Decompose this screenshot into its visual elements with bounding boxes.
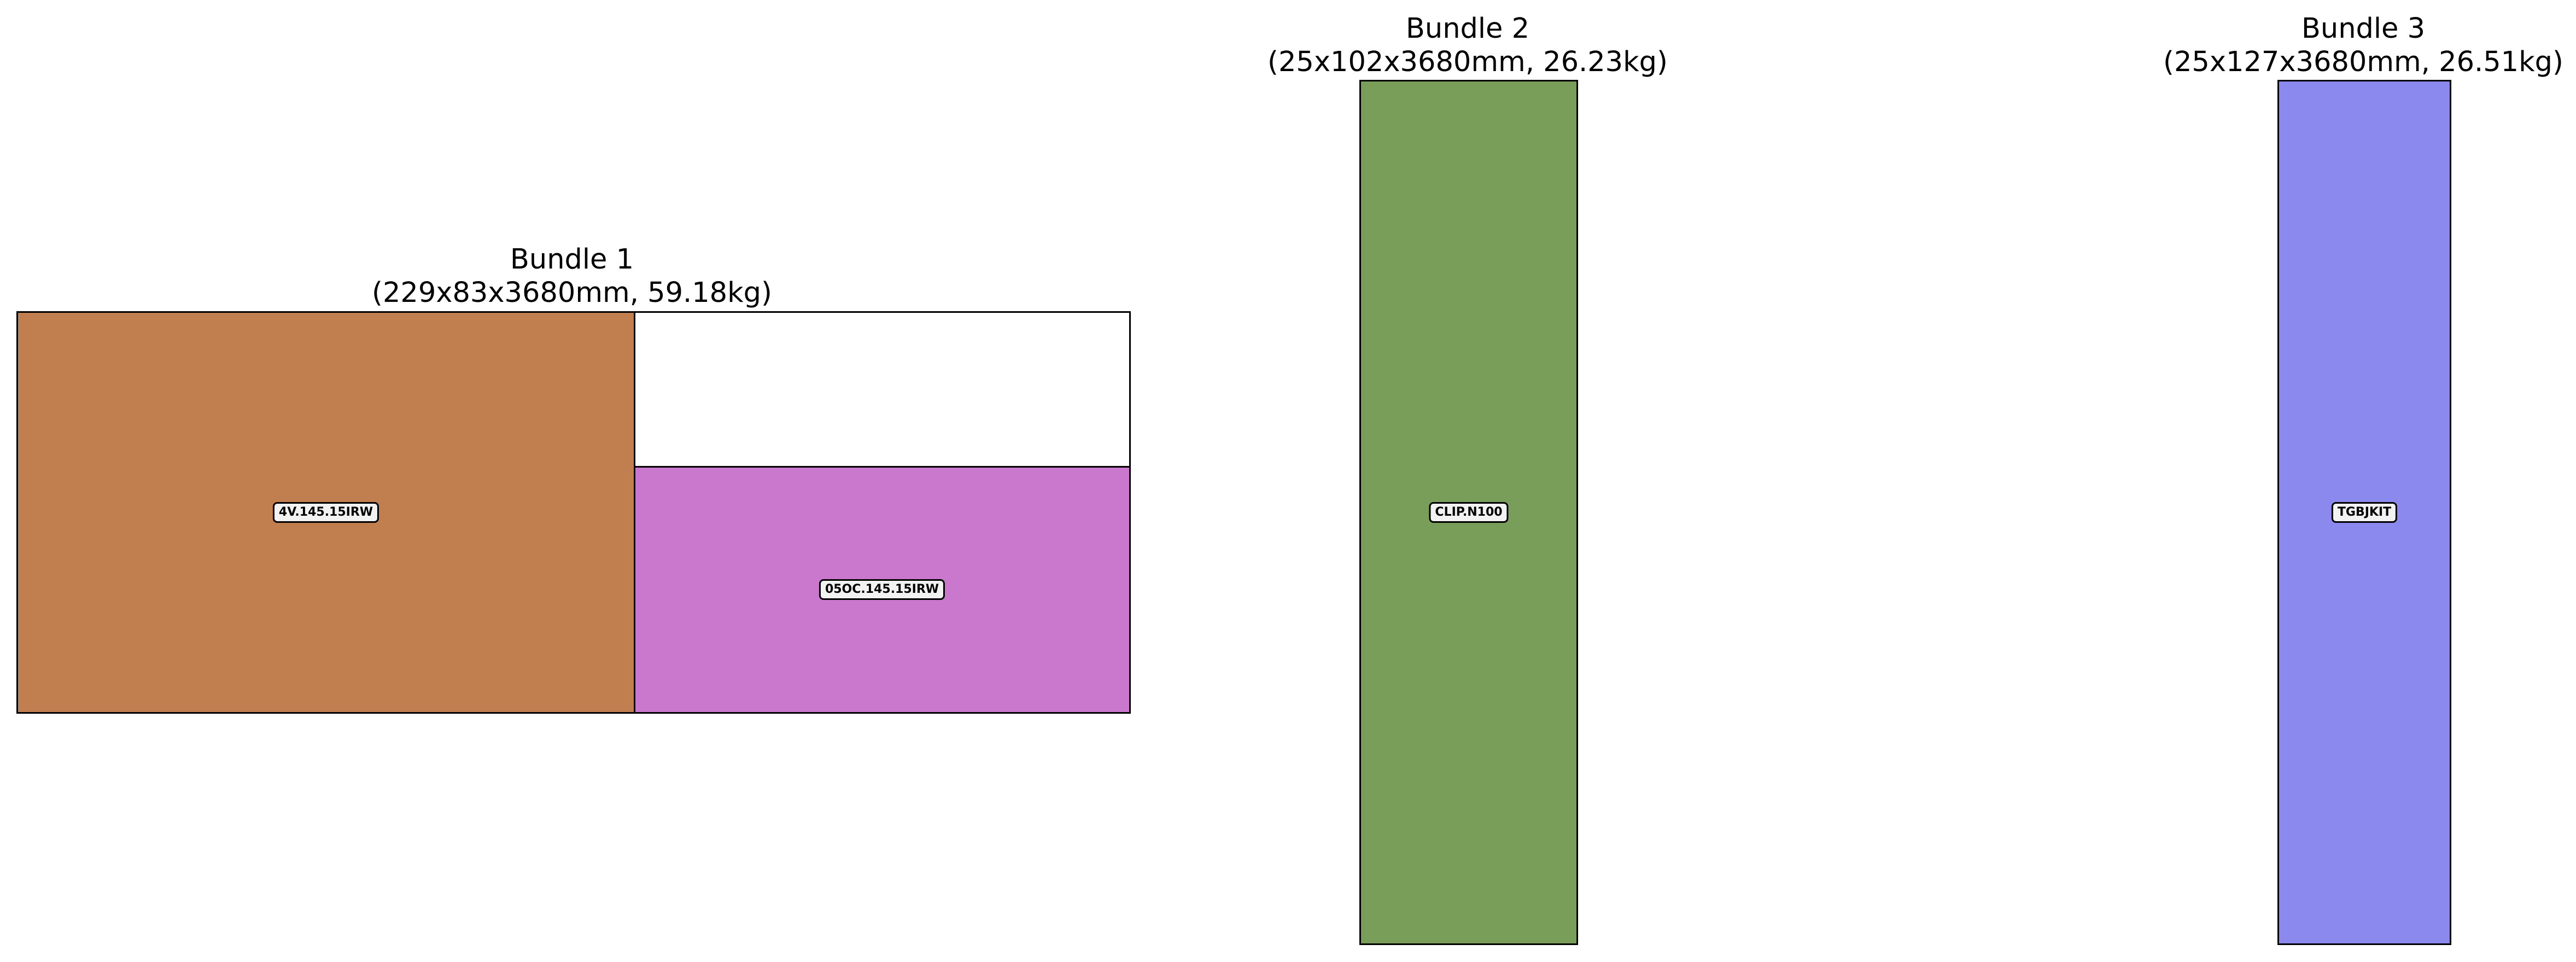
- bundle-3-name: Bundle 3: [2301, 13, 2426, 45]
- bundle-2-piece-1-label: CLIP.N100: [1429, 502, 1509, 523]
- bundle-2-name: Bundle 2: [1405, 13, 1530, 45]
- bundle-2-title: Bundle 2 (25x102x3680mm, 26.23kg): [1267, 12, 1668, 79]
- bundle-1-spec: (229x83x3680mm, 59.18kg): [372, 277, 772, 309]
- bundle-1-piece-1-label: 4V.145.15IRW: [272, 502, 379, 523]
- bundle-3-piece-1-label: TGBJKIT: [2331, 502, 2398, 523]
- bundle-1-piece-2-label: 05OC.145.15IRW: [819, 579, 945, 600]
- bundle-1-name: Bundle 1: [510, 243, 634, 276]
- bundle-2-spec: (25x102x3680mm, 26.23kg): [1267, 46, 1668, 78]
- bundle-3-spec: (25x127x3680mm, 26.51kg): [2163, 46, 2563, 78]
- bundle-1-title: Bundle 1 (229x83x3680mm, 59.18kg): [372, 243, 772, 310]
- bundle-3-title: Bundle 3 (25x127x3680mm, 26.51kg): [2163, 12, 2563, 79]
